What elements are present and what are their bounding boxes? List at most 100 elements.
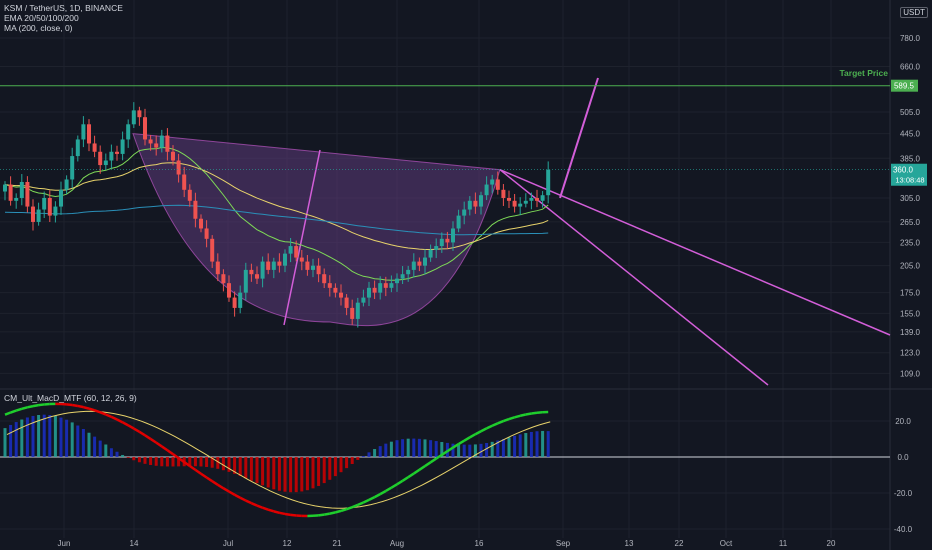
macd-histogram-bar <box>59 417 63 457</box>
macd-line-segment <box>262 506 269 511</box>
candle-body <box>249 269 254 275</box>
candle-body <box>70 156 75 180</box>
ema-50-line <box>4 162 549 250</box>
macd-line-segment <box>205 476 213 483</box>
x-tick-label: 13 <box>625 539 634 548</box>
macd-histogram-bar <box>367 452 371 457</box>
candle-body <box>182 174 187 190</box>
x-tick-label: Sep <box>556 539 571 548</box>
candle-body <box>232 297 237 308</box>
y-tick-label: 385.0 <box>900 154 921 163</box>
candle-body <box>31 206 35 222</box>
candle-body <box>535 197 539 201</box>
macd-line-segment <box>525 412 532 416</box>
candle-body <box>456 215 461 229</box>
macd-line-segment <box>497 419 504 425</box>
ema-legend: EMA 20/50/100/200 <box>4 13 79 23</box>
macd-histogram-bar <box>451 443 455 457</box>
candle-body <box>176 160 181 175</box>
y-tick-label: 155.0 <box>900 309 921 318</box>
macd-line-segment <box>222 487 230 493</box>
macd-histogram-bar <box>535 431 539 457</box>
macd-line-segment <box>491 422 499 427</box>
macd-line-segment <box>401 476 409 482</box>
macd-line-segment <box>362 498 370 504</box>
x-tick-label: 14 <box>130 539 139 548</box>
macd-line-segment <box>149 437 157 444</box>
candle-body <box>42 197 47 210</box>
macd-histogram-bar <box>300 457 304 492</box>
candle-body <box>165 135 170 152</box>
macd-line-segment <box>94 409 101 414</box>
candle-body <box>344 297 349 308</box>
macd-histogram-bar <box>177 457 181 467</box>
candle-body <box>361 297 366 303</box>
macd-histogram-bar <box>266 457 270 488</box>
macd-histogram-bar <box>132 457 136 461</box>
macd-line-segment <box>329 511 336 515</box>
macd-line-segment <box>385 486 393 493</box>
macd-histogram-bar <box>149 457 153 465</box>
macd-histogram-bar <box>513 435 517 457</box>
macd-line-segment <box>446 446 454 453</box>
candle-body <box>277 261 282 266</box>
x-tick-label: 12 <box>283 539 292 548</box>
macd-histogram-bar <box>255 457 259 484</box>
candle-body <box>148 139 153 144</box>
macd-histogram-bar <box>76 425 80 457</box>
macd-line-segment <box>239 496 247 502</box>
candle-body <box>540 195 545 201</box>
macd-line-segment <box>194 468 202 475</box>
target-price-label: Target Price <box>839 68 888 78</box>
macd-histogram-bar <box>42 414 46 457</box>
candle-body <box>137 110 142 118</box>
macd-histogram-bar <box>3 428 7 457</box>
currency-badge[interactable]: USDT <box>900 7 928 18</box>
ma-legend: MA (200, close, 0) <box>4 23 73 33</box>
cup-depth-line <box>283 149 321 326</box>
handle-lower-line <box>499 169 769 386</box>
macd-line-segment <box>99 411 107 416</box>
candle-body <box>355 302 360 319</box>
macd-line-segment <box>267 508 275 513</box>
macd-histogram-bar <box>210 457 214 468</box>
x-tick-label: 21 <box>333 539 342 548</box>
candle-body <box>423 257 427 266</box>
macd-histogram-bar <box>115 451 119 457</box>
macd-line-segment <box>138 430 146 437</box>
candle-body <box>445 238 450 243</box>
macd-line-segment <box>27 404 34 409</box>
macd-line-segment <box>110 415 118 421</box>
x-tick-label: Jul <box>223 539 233 548</box>
macd-histogram-bar <box>529 431 533 457</box>
macd-line-segment <box>21 406 28 411</box>
candle-body <box>495 179 500 190</box>
macd-histogram-bar <box>339 457 343 473</box>
macd-histogram-bar <box>171 457 175 467</box>
macd-line-segment <box>346 505 353 511</box>
macd-histogram-bar <box>126 457 130 458</box>
macd-histogram-bar <box>9 424 13 457</box>
macd-histogram-bar <box>395 440 399 457</box>
macd-histogram-bar <box>473 444 477 457</box>
candle-body <box>305 261 310 270</box>
candle-body <box>210 238 215 262</box>
macd-line-segment <box>273 510 280 514</box>
candle-body <box>3 184 7 192</box>
macd-histogram-bar <box>328 457 332 480</box>
macd-histogram-bar <box>490 441 494 457</box>
macd-line-segment <box>508 416 515 421</box>
macd-line-segment <box>435 453 443 460</box>
indicator-legend: CM_Ult_MacD_MTF (60, 12, 26, 9) <box>4 393 137 403</box>
macd-histogram-bar <box>518 434 522 457</box>
candle-body <box>462 209 467 216</box>
macd-line-segment <box>418 465 426 471</box>
macd-line-segment <box>83 405 90 410</box>
macd-histogram-bar <box>479 443 483 457</box>
candle-body <box>87 124 91 144</box>
candle-body <box>266 261 271 270</box>
candle-body <box>131 110 136 125</box>
y-tick-label: 305.0 <box>900 194 921 203</box>
macd-histogram-bar <box>294 457 298 493</box>
